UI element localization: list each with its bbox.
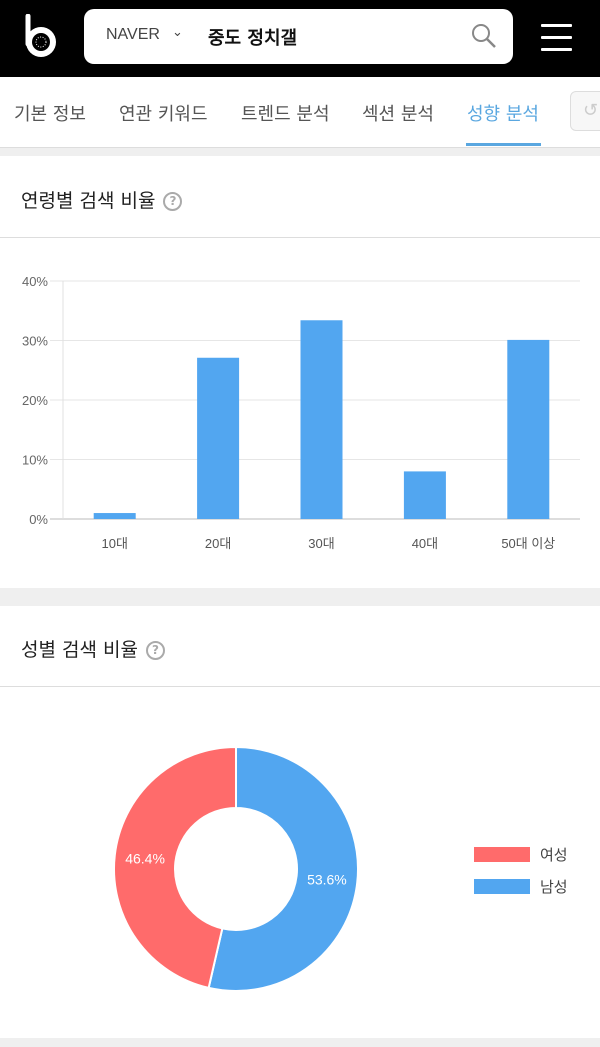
legend-label: 여성 (540, 846, 568, 864)
x-tick-label: 50대 이상 (501, 536, 555, 551)
y-tick-label: 10% (22, 453, 48, 468)
slice-label: 53.6% (307, 871, 347, 887)
gender-donut-chart: 53.6% 46.4% (113, 745, 360, 992)
bar-50대 이상 (507, 339, 550, 519)
divider (0, 686, 600, 687)
divider (0, 237, 600, 238)
legend-swatch (474, 879, 530, 894)
history-icon[interactable]: ↺ (570, 91, 600, 131)
logo-icon[interactable] (22, 14, 60, 60)
y-tick-label: 20% (22, 393, 48, 408)
legend-label: 남성 (540, 878, 568, 896)
gender-title: 성별 검색 비율 (21, 639, 138, 661)
tab-basic-info[interactable]: 기본 정보 (14, 104, 86, 125)
slice-남성 (207, 745, 360, 992)
search-box[interactable]: NAVER ⌄ 중도 정치갤 (84, 9, 513, 64)
y-tick-label: 30% (22, 334, 48, 349)
age-title: 연령별 검색 비율 (21, 190, 156, 212)
tab-bar: 기본 정보 연관 키워드 트렌드 분석 섹션 분석 성향 분석 ↺ (0, 77, 600, 148)
menu-icon[interactable] (541, 24, 572, 60)
slice-label: 46.4% (125, 851, 165, 867)
legend-male[interactable]: 남성 (474, 876, 568, 897)
legend-female[interactable]: 여성 (474, 844, 568, 865)
y-tick-label: 40% (22, 274, 48, 289)
tab-section-analysis[interactable]: 섹션 분석 (362, 104, 434, 125)
tab-trend-analysis[interactable]: 트렌드 분석 (241, 104, 330, 125)
bar-40대 (403, 471, 446, 519)
chevron-down-icon[interactable]: ⌄ (172, 25, 183, 40)
help-icon[interactable]: ? (145, 641, 165, 660)
search-input[interactable]: 중도 정치갤 (208, 28, 298, 49)
x-tick-label: 20대 (205, 536, 231, 551)
gender-card: 성별 검색 비율? 53.6% 46.4% 여성 남성 (0, 606, 600, 1038)
y-tick-label: 0% (29, 512, 48, 527)
engine-select[interactable]: NAVER (106, 26, 160, 43)
bar-30대 (300, 320, 343, 519)
x-tick-label: 40대 (412, 536, 438, 551)
legend-swatch (474, 847, 530, 862)
x-tick-label: 10대 (101, 536, 127, 551)
age-card: 연령별 검색 비율? 0% 10% 20% 30% 40% 10대 20대 30대 40대 50대… (0, 156, 600, 588)
slice-여성 (113, 745, 237, 990)
bar-10대 (93, 513, 136, 519)
help-icon[interactable]: ? (163, 192, 183, 211)
active-tab-indicator (466, 143, 541, 146)
age-bar-chart: 0% 10% 20% 30% 40% 10대 20대 30대 40대 50대 이상 (22, 274, 580, 551)
tab-tendency-analysis[interactable]: 성향 분석 (467, 104, 539, 125)
top-bar: NAVER ⌄ 중도 정치갤 (0, 0, 600, 77)
search-icon[interactable] (470, 22, 498, 50)
tab-related-keywords[interactable]: 연관 키워드 (119, 104, 208, 125)
bar-20대 (197, 357, 240, 519)
x-tick-label: 30대 (308, 536, 334, 551)
